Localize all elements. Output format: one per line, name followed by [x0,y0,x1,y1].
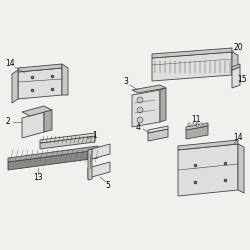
Text: 15: 15 [237,76,247,84]
Text: 2: 2 [6,118,10,126]
Polygon shape [132,90,160,127]
Polygon shape [18,68,62,99]
Polygon shape [148,126,168,133]
Text: 13: 13 [33,174,43,182]
Polygon shape [188,123,190,126]
Polygon shape [204,123,206,126]
Text: 14: 14 [233,132,243,141]
Polygon shape [148,129,168,141]
Polygon shape [44,110,52,132]
Polygon shape [160,88,166,122]
Text: 11: 11 [191,116,201,124]
Circle shape [137,107,143,113]
Text: 4: 4 [136,124,140,132]
Polygon shape [238,144,244,193]
Polygon shape [40,133,95,143]
Polygon shape [178,140,238,150]
Polygon shape [88,149,92,180]
Text: 20: 20 [233,44,243,52]
Polygon shape [200,123,202,126]
Polygon shape [232,67,240,88]
Text: 3: 3 [124,78,128,86]
Polygon shape [22,106,52,116]
Polygon shape [186,126,208,139]
Circle shape [137,117,143,123]
Polygon shape [152,52,232,81]
Polygon shape [18,64,62,72]
Polygon shape [192,123,194,126]
Text: 5: 5 [106,180,110,190]
Circle shape [137,97,143,103]
Polygon shape [12,70,18,103]
Polygon shape [232,52,238,78]
Polygon shape [62,64,68,95]
Polygon shape [88,144,110,160]
Polygon shape [186,123,208,130]
Polygon shape [8,146,98,162]
Polygon shape [40,136,95,149]
Polygon shape [8,150,98,170]
Polygon shape [178,144,238,196]
Text: 1: 1 [92,132,98,140]
Polygon shape [22,112,44,138]
Text: 14: 14 [5,60,15,68]
Polygon shape [196,123,198,126]
Polygon shape [232,64,240,70]
Polygon shape [152,48,232,58]
Polygon shape [88,162,110,178]
Polygon shape [132,85,166,93]
